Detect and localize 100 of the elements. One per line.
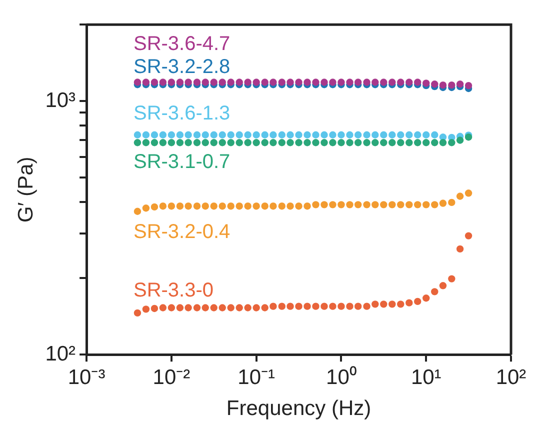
point xyxy=(363,131,370,138)
point xyxy=(456,136,464,144)
point xyxy=(218,139,226,146)
point xyxy=(150,131,158,138)
point xyxy=(380,201,388,208)
point xyxy=(202,202,209,210)
point xyxy=(176,139,184,146)
x-axis-title: Frequency (Hz) xyxy=(226,397,372,420)
point xyxy=(142,204,150,212)
point xyxy=(176,202,184,210)
point xyxy=(168,304,176,312)
point xyxy=(134,208,142,215)
point xyxy=(295,302,302,310)
point xyxy=(448,139,456,146)
point xyxy=(346,201,354,208)
point xyxy=(150,139,158,146)
point xyxy=(431,80,438,88)
point xyxy=(295,139,302,146)
point xyxy=(320,131,328,138)
point xyxy=(218,78,226,86)
point xyxy=(346,302,354,310)
point xyxy=(236,304,243,312)
point xyxy=(380,131,388,138)
point xyxy=(456,80,464,88)
point xyxy=(329,131,336,138)
point xyxy=(406,78,413,86)
point xyxy=(193,131,201,138)
point xyxy=(439,139,447,146)
point xyxy=(422,294,430,302)
point xyxy=(338,201,345,208)
point xyxy=(218,131,226,138)
point xyxy=(422,139,430,146)
point xyxy=(184,139,192,146)
point xyxy=(261,131,268,138)
point xyxy=(278,139,286,146)
point xyxy=(338,78,345,86)
point xyxy=(414,131,422,138)
point xyxy=(397,300,404,308)
y-axis-title: G′ (Pa) xyxy=(14,156,38,222)
point xyxy=(227,131,234,138)
point xyxy=(184,304,192,312)
point xyxy=(278,78,286,86)
point xyxy=(422,131,430,138)
point xyxy=(354,201,362,208)
point xyxy=(380,78,388,86)
point xyxy=(388,78,396,86)
point xyxy=(168,202,176,210)
point xyxy=(439,200,447,207)
point xyxy=(464,82,472,90)
series-label: SR-3.1-0.7 xyxy=(133,151,230,174)
point xyxy=(236,139,243,146)
point xyxy=(363,139,370,146)
point xyxy=(320,302,328,310)
point xyxy=(388,300,396,308)
series-label: SR-3.2-2.8 xyxy=(133,56,230,78)
point xyxy=(159,131,167,138)
point xyxy=(261,202,268,210)
x-tick-label: 10¹ xyxy=(410,366,442,389)
point xyxy=(210,304,218,312)
x-tick-label: 10⁻² xyxy=(152,366,190,389)
point xyxy=(150,203,158,211)
y-tick-label: 10³ xyxy=(45,88,76,112)
point xyxy=(456,245,464,253)
point xyxy=(202,78,209,86)
point xyxy=(142,131,150,138)
point xyxy=(372,139,379,146)
series-label: SR-3.6-4.7 xyxy=(133,32,230,55)
point xyxy=(464,232,472,240)
point xyxy=(329,78,336,86)
point xyxy=(261,139,268,146)
point xyxy=(227,139,234,146)
point xyxy=(304,78,311,86)
point xyxy=(193,78,201,86)
point xyxy=(202,304,209,312)
point xyxy=(320,201,328,208)
point xyxy=(406,131,413,138)
point xyxy=(218,202,226,210)
point xyxy=(270,139,277,146)
point xyxy=(236,78,243,86)
point xyxy=(388,201,396,208)
point xyxy=(448,81,456,89)
point xyxy=(312,78,320,86)
point xyxy=(184,131,192,138)
point xyxy=(414,78,422,86)
point xyxy=(278,202,286,210)
point xyxy=(193,202,201,210)
point xyxy=(244,304,252,312)
point xyxy=(346,78,354,86)
point xyxy=(304,202,311,210)
point xyxy=(252,139,260,146)
point xyxy=(363,201,370,208)
point xyxy=(261,304,268,312)
point xyxy=(329,139,336,146)
point xyxy=(422,201,430,208)
point xyxy=(448,275,456,282)
point xyxy=(168,139,176,146)
point xyxy=(363,78,370,86)
point xyxy=(388,131,396,138)
point xyxy=(304,302,311,310)
point xyxy=(210,131,218,138)
